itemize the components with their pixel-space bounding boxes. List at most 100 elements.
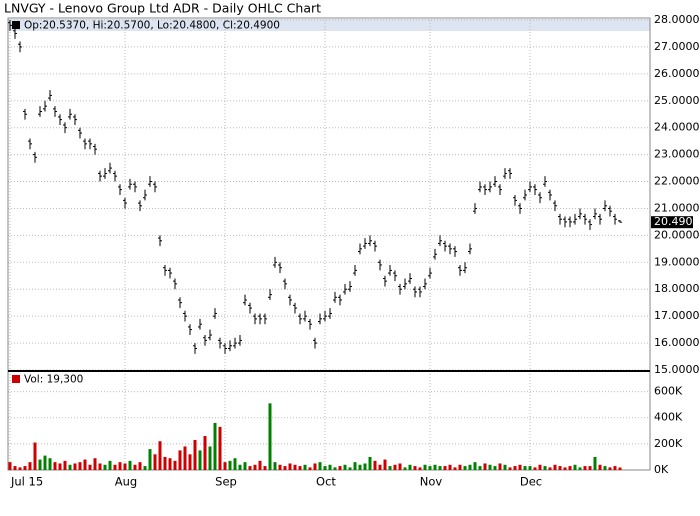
- volume-bar: [143, 466, 147, 470]
- volume-bar: [128, 460, 132, 470]
- volume-bar: [543, 466, 547, 470]
- volume-bar: [498, 463, 502, 470]
- volume-bar: [413, 466, 417, 470]
- volume-bar: [428, 466, 432, 470]
- y-tick-label: 17.0000: [654, 309, 700, 322]
- volume-tick-label: 200K: [654, 437, 683, 450]
- volume-tick-label: 0K: [654, 463, 669, 476]
- volume-bar: [48, 458, 52, 470]
- volume-bar: [353, 462, 357, 470]
- volume-bar: [538, 464, 542, 470]
- volume-swatch: [12, 375, 20, 383]
- volume-bar: [173, 460, 177, 470]
- volume-bar: [528, 466, 532, 470]
- volume-bar: [308, 467, 312, 470]
- volume-bar: [228, 460, 232, 470]
- volume-bar: [388, 466, 392, 470]
- volume-bar: [518, 464, 522, 470]
- volume-bar: [338, 466, 342, 470]
- last-price-box: [651, 216, 693, 229]
- volume-bar: [348, 467, 352, 470]
- volume-bar: [278, 464, 282, 470]
- volume-bar: [198, 450, 202, 470]
- volume-bar: [588, 466, 592, 470]
- volume-bar: [28, 462, 32, 470]
- y-tick-label: 21.0000: [654, 201, 700, 214]
- volume-bar: [323, 466, 327, 470]
- volume-bar: [553, 464, 557, 470]
- volume-bar: [423, 464, 427, 470]
- volume-bar: [203, 436, 207, 470]
- volume-bar: [103, 464, 107, 470]
- volume-bar: [398, 463, 402, 470]
- y-tick-label: 18.0000: [654, 282, 700, 295]
- volume-bar: [583, 466, 587, 470]
- volume-bar: [573, 464, 577, 470]
- y-tick-label: 19.0000: [654, 255, 700, 268]
- volume-bar: [363, 463, 367, 470]
- volume-bar: [183, 446, 187, 470]
- volume-label: Vol: 19,300: [24, 374, 83, 386]
- volume-bar: [33, 442, 37, 470]
- volume-bar: [438, 466, 442, 470]
- volume-bar: [478, 466, 482, 470]
- x-tick-label: Jul 15: [10, 475, 43, 489]
- volume-bar: [88, 464, 92, 470]
- volume-bar: [373, 460, 377, 470]
- volume-bar: [418, 467, 422, 470]
- volume-bar: [433, 464, 437, 470]
- volume-bar: [8, 462, 12, 470]
- volume-bar: [513, 466, 517, 470]
- y-tick-label: 28.0000: [654, 13, 700, 26]
- volume-bar: [463, 466, 467, 470]
- y-tick-label: 25.0000: [654, 94, 700, 107]
- volume-bar: [43, 455, 47, 470]
- y-tick-label: 27.0000: [654, 40, 700, 53]
- y-tick-label: 23.0000: [654, 148, 700, 161]
- volume-bar: [213, 422, 217, 470]
- volume-bar: [393, 464, 397, 470]
- volume-bar: [268, 403, 272, 470]
- y-tick-label: 24.0000: [654, 121, 700, 134]
- volume-bar: [448, 464, 452, 470]
- volume-bar: [63, 460, 67, 470]
- legend-text: Op:20.5370, Hi:20.5700, Lo:20.4800, Cl:2…: [24, 20, 280, 32]
- volume-bar: [483, 463, 487, 470]
- volume-bar: [18, 467, 22, 470]
- volume-bar: [93, 458, 97, 470]
- volume-bar: [318, 462, 322, 470]
- volume-bar: [468, 464, 472, 470]
- volume-bar: [178, 450, 182, 470]
- volume-bar: [548, 467, 552, 470]
- volume-bar: [488, 464, 492, 470]
- volume-tick-label: 600K: [654, 385, 683, 398]
- x-tick-label: Dec: [520, 475, 542, 489]
- volume-bar: [188, 454, 192, 470]
- volume-bar: [163, 456, 167, 470]
- volume-bar: [223, 462, 227, 470]
- volume-bar: [253, 464, 257, 470]
- volume-bar: [523, 466, 527, 470]
- volume-bar: [368, 456, 372, 470]
- legend-swatch: [12, 21, 20, 29]
- volume-bar: [218, 426, 222, 470]
- volume-bar: [563, 467, 567, 470]
- volume-bar: [98, 463, 102, 470]
- volume-bar: [238, 464, 242, 470]
- volume-bar: [133, 464, 137, 470]
- y-tick-label: 20.0000: [654, 228, 700, 241]
- y-tick-label: 22.0000: [654, 175, 700, 188]
- volume-bar: [608, 467, 612, 470]
- volume-bar: [78, 462, 82, 470]
- volume-bar: [578, 467, 582, 470]
- volume-bar: [293, 464, 297, 470]
- volume-bar: [193, 439, 197, 470]
- volume-bar: [233, 458, 237, 470]
- volume-bar: [263, 466, 267, 470]
- volume-bar: [443, 466, 447, 470]
- volume-bar: [118, 462, 122, 470]
- y-tick-label: 16.0000: [654, 336, 700, 349]
- volume-bar: [493, 466, 497, 470]
- volume-bar: [568, 466, 572, 470]
